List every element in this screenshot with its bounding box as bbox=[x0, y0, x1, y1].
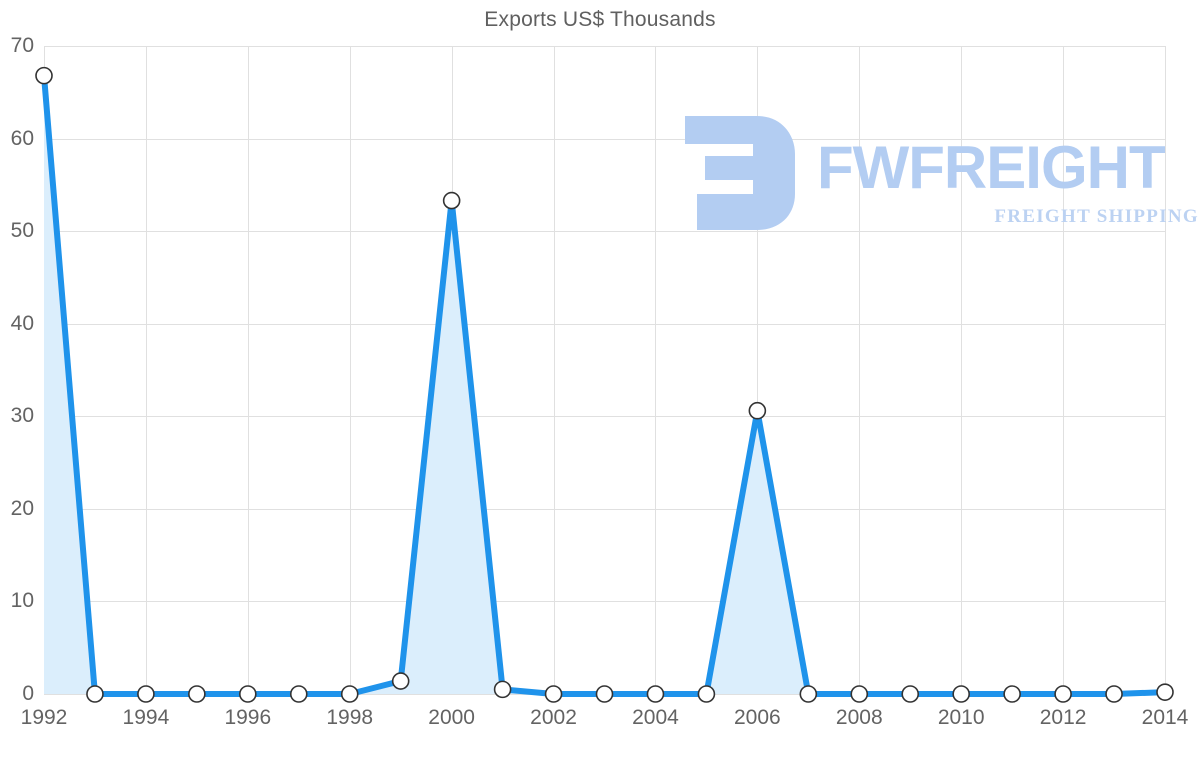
data-point-marker[interactable] bbox=[137, 685, 155, 703]
data-point-marker[interactable] bbox=[697, 685, 716, 703]
x-tick-label: 1992 bbox=[20, 706, 68, 729]
x-tick-label: 2010 bbox=[937, 706, 985, 729]
y-tick-label: 70 bbox=[10, 34, 34, 57]
y-tick-label: 60 bbox=[10, 126, 34, 150]
grid-line-vertical bbox=[145, 46, 147, 694]
data-point-marker[interactable] bbox=[442, 191, 461, 210]
grid-line-vertical bbox=[757, 46, 759, 694]
x-tick-label: 2000 bbox=[428, 706, 475, 729]
data-point-marker[interactable] bbox=[239, 685, 257, 703]
x-tick-label: 2012 bbox=[1039, 706, 1087, 729]
grid-line-horizontal bbox=[44, 231, 1165, 233]
data-point-marker[interactable] bbox=[1054, 685, 1072, 703]
grid-line-horizontal bbox=[44, 508, 1165, 510]
chart-title: Exports US$ Thousands bbox=[484, 8, 716, 31]
data-point-marker[interactable] bbox=[748, 401, 767, 420]
y-tick-label: 0 bbox=[22, 682, 34, 705]
grid-line-vertical bbox=[655, 46, 657, 694]
x-tick-label: 1998 bbox=[326, 706, 374, 729]
data-point-marker[interactable] bbox=[493, 680, 512, 699]
data-point-marker[interactable] bbox=[952, 685, 970, 703]
data-point-marker[interactable] bbox=[646, 685, 665, 703]
data-point-marker[interactable] bbox=[901, 685, 920, 703]
x-tick-label: 2002 bbox=[530, 706, 577, 729]
data-point-marker[interactable] bbox=[595, 685, 614, 703]
x-tick-label: 1994 bbox=[122, 706, 170, 729]
data-point-marker[interactable] bbox=[289, 685, 308, 703]
y-tick-label: 10 bbox=[10, 589, 34, 613]
data-point-marker[interactable] bbox=[1156, 683, 1174, 701]
grid-line-horizontal bbox=[44, 138, 1165, 140]
grid-line-horizontal bbox=[44, 46, 1165, 47]
grid-line-horizontal bbox=[44, 323, 1165, 325]
data-point-marker[interactable] bbox=[544, 685, 563, 703]
grid-line-vertical bbox=[961, 46, 963, 694]
grid-line-vertical bbox=[1165, 46, 1166, 694]
data-point-marker[interactable] bbox=[1003, 685, 1021, 703]
data-point-marker[interactable] bbox=[1105, 685, 1123, 703]
data-markers bbox=[35, 66, 1174, 703]
grid-line-vertical bbox=[247, 46, 249, 694]
data-point-marker[interactable] bbox=[850, 685, 869, 703]
plot-area: FWFREIGHT FREIGHT SHIPPING bbox=[35, 46, 1198, 703]
area-fill bbox=[44, 75, 1165, 695]
grid-line-vertical bbox=[349, 46, 351, 694]
grid-line-vertical bbox=[553, 46, 555, 694]
data-point-marker[interactable] bbox=[799, 685, 818, 703]
data-point-marker[interactable] bbox=[35, 66, 53, 85]
y-tick-label: 30 bbox=[10, 404, 34, 428]
data-point-marker[interactable] bbox=[340, 685, 359, 703]
grid-line-vertical bbox=[1063, 46, 1065, 694]
x-tick-label: 2004 bbox=[632, 706, 679, 729]
grid-line-vertical bbox=[859, 46, 861, 694]
y-tick-label: 20 bbox=[10, 496, 34, 520]
series-exports bbox=[35, 66, 1174, 703]
data-point-marker[interactable] bbox=[188, 685, 206, 703]
grid-line-horizontal bbox=[44, 601, 1165, 603]
x-tick-label: 2006 bbox=[734, 706, 781, 729]
grid-line-horizontal bbox=[44, 416, 1165, 418]
y-tick-label: 40 bbox=[10, 311, 34, 335]
data-point-marker[interactable] bbox=[391, 672, 410, 690]
y-axis: 0 10 20 30 40 50 60 70 bbox=[0, 0, 34, 763]
x-tick-label: 2014 bbox=[1141, 706, 1189, 729]
x-tick-label: 2008 bbox=[835, 706, 883, 729]
x-tick-label: 1996 bbox=[224, 706, 272, 729]
data-line bbox=[41, 72, 1168, 697]
y-tick-label: 50 bbox=[10, 219, 34, 243]
data-point-marker[interactable] bbox=[86, 685, 104, 703]
